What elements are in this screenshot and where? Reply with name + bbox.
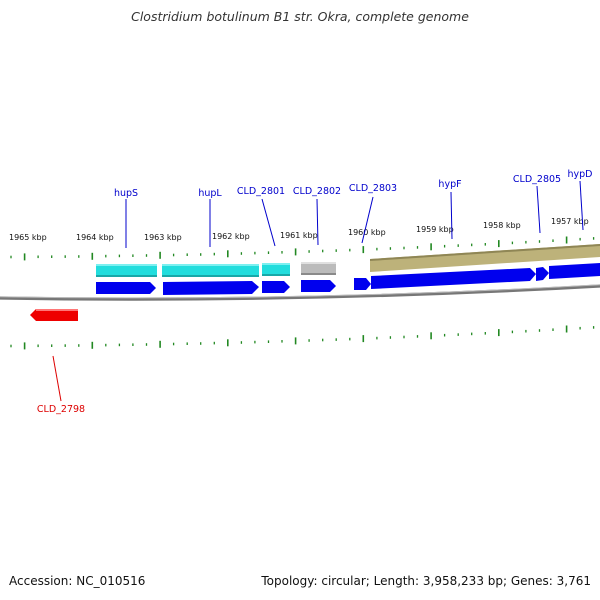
scale-label: 1960 kbp xyxy=(348,228,386,237)
genome-backbone-highlight xyxy=(0,284,600,299)
leader-CLD_2801 xyxy=(261,198,276,247)
genome-title: Clostridium botulinum B1 str. Okra, comp… xyxy=(131,9,469,24)
feature-track-forward xyxy=(96,263,600,295)
olive-region-feature-edge xyxy=(370,244,600,261)
scale-labels: 1965 kbp 1964 kbp 1963 kbp 1962 kbp 1961… xyxy=(9,217,589,242)
cds-arrow-hypD xyxy=(549,263,600,279)
feature-track-outer xyxy=(96,244,600,277)
gene-label-hupL: hupL xyxy=(198,188,222,199)
genome-summary-text: Topology: circular; Length: 3,958,233 bp… xyxy=(261,574,591,588)
leader-CLD_2802 xyxy=(316,198,319,246)
gene-label-CLD_2805: CLD_2805 xyxy=(513,174,561,185)
genome-backbone xyxy=(0,284,600,301)
scale-label: 1965 kbp xyxy=(9,233,47,242)
scale-label: 1958 kbp xyxy=(483,221,521,230)
scale-label: 1961 kbp xyxy=(280,231,318,240)
cds-arrow-hupS xyxy=(96,282,156,294)
gene-label-leaders xyxy=(52,180,584,402)
scale-label: 1963 kbp xyxy=(144,233,182,242)
cds-arrow-hupL xyxy=(163,281,259,295)
gene-label-CLD_2801: CLD_2801 xyxy=(237,186,285,197)
scale-label: 1957 kbp xyxy=(551,217,589,226)
tick-row-bottom xyxy=(10,325,595,350)
gene-label-CLD_2798: CLD_2798 xyxy=(37,404,85,415)
cyan-feature-hupL xyxy=(162,264,259,277)
scale-label: 1964 kbp xyxy=(76,233,114,242)
cds-arrow-CLD_2798 xyxy=(30,309,78,321)
olive-region-feature xyxy=(370,244,600,272)
gene-label-hypF: hypF xyxy=(438,179,461,190)
gene-label-CLD_2802: CLD_2802 xyxy=(293,186,341,197)
cds-arrow-CLD_2802 xyxy=(301,280,336,292)
gene-label-hupS: hupS xyxy=(114,188,138,199)
gray-feature-CLD_2802 xyxy=(301,262,336,275)
cyan-feature-CLD_2801 xyxy=(262,263,290,276)
scale-label: 1959 kbp xyxy=(416,225,454,234)
feature-track-reverse xyxy=(30,309,78,321)
leader-CLD_2805 xyxy=(536,185,541,234)
leader-CLD_2798 xyxy=(52,355,62,402)
scale-label: 1962 kbp xyxy=(212,232,250,241)
cds-arrow-hypF xyxy=(371,268,536,289)
tick-row-top xyxy=(10,236,595,261)
cyan-feature-hupS xyxy=(96,264,157,277)
leader-CLD_2803 xyxy=(361,196,374,244)
accession-text: Accession: NC_010516 xyxy=(9,574,146,588)
cds-arrow-CLD_2801 xyxy=(262,281,290,293)
gene-labels: hupS hupL CLD_2801 CLD_2802 CLD_2803 hyp… xyxy=(37,169,593,415)
gene-label-CLD_2803: CLD_2803 xyxy=(349,183,397,194)
cds-arrow-CLD_2805 xyxy=(536,267,549,281)
cds-arrow-CLD_2803 xyxy=(354,278,371,290)
gene-label-hypD: hypD xyxy=(568,169,593,180)
cds-arrow-CLD_2798-highlight xyxy=(36,309,78,311)
leader-hypF xyxy=(450,191,453,240)
leader-hypD xyxy=(579,180,584,231)
